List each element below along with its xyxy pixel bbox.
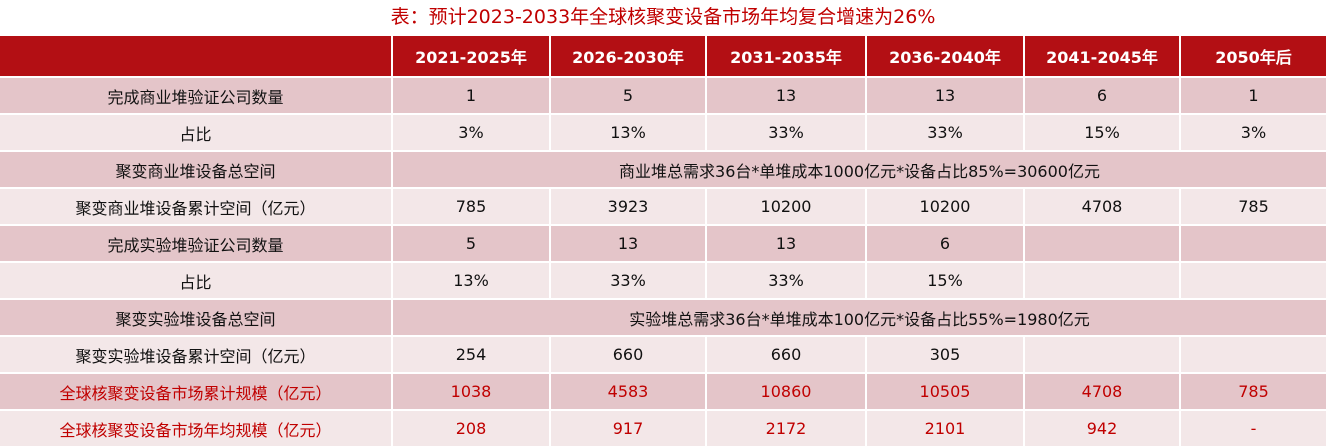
table-cell: 15% [1024,113,1181,151]
header-cell-blank [0,36,393,77]
table-row: 聚变实验堆设备累计空间（亿元） 254 660 660 305 [0,335,1326,373]
table-cell: 3% [1180,113,1326,151]
table-cell: 305 [866,335,1025,373]
row-label: 聚变实验堆设备累计空间（亿元） [0,335,393,373]
row-label: 占比 [0,261,393,299]
table-cell: 785 [1180,372,1326,410]
table-cell: 3% [392,113,551,151]
table-row: 聚变商业堆设备累计空间（亿元） 785 3923 10200 10200 470… [0,187,1326,225]
header-cell-2050-later: 2050年后 [1180,36,1326,77]
header-row: 2021-2025年 2026-2030年 2031-2035年 2036-20… [0,36,1326,77]
row-label: 全球核聚变设备市场累计规模（亿元） [0,372,393,410]
table-cell: 10860 [706,372,867,410]
table-cell: 10200 [706,187,867,225]
table-row: 全球核聚变设备市场累计规模（亿元） 1038 4583 10860 10505 … [0,372,1326,410]
table-cell: 3923 [550,187,707,225]
row-label: 聚变实验堆设备总空间 [0,298,393,336]
header-cell-2026-2030: 2026-2030年 [550,36,707,77]
table-cell: 6 [1024,76,1181,114]
table-cell: 660 [550,335,707,373]
table-cell: 4708 [1024,187,1181,225]
table-cell: 2172 [706,409,867,446]
table-cell: 785 [1180,187,1326,225]
table-cell: 5 [550,76,707,114]
table-cell: 4583 [550,372,707,410]
table-cell: 785 [392,187,551,225]
header-cell-2021-2025: 2021-2025年 [392,36,551,77]
table-cell: 13 [866,76,1025,114]
row-label: 完成商业堆验证公司数量 [0,76,393,114]
table-row: 完成商业堆验证公司数量 1 5 13 13 6 1 [0,76,1326,114]
table-cell [1024,335,1181,373]
table-row: 聚变商业堆设备总空间 商业堆总需求36台*单堆成本1000亿元*设备占比85%=… [0,150,1326,188]
page-title: 表：预计2023-2033年全球核聚变设备市场年均复合增速为26% [390,6,936,28]
table-row: 占比 13% 33% 33% 15% [0,261,1326,299]
header-cell-2031-2035: 2031-2035年 [706,36,867,77]
table-row: 聚变实验堆设备总空间 实验堆总需求36台*单堆成本100亿元*设备占比55%=1… [0,298,1326,336]
table-cell [1180,335,1326,373]
table-cell: 13% [550,113,707,151]
table-cell: 1 [392,76,551,114]
row-label: 完成实验堆验证公司数量 [0,224,393,262]
merged-cell: 实验堆总需求36台*单堆成本100亿元*设备占比55%=1980亿元 [392,298,1326,336]
table-cell: 660 [706,335,867,373]
table-cell [1024,261,1181,299]
table-cell [1180,224,1326,262]
merged-cell: 商业堆总需求36台*单堆成本1000亿元*设备占比85%=30600亿元 [392,150,1326,188]
table-row: 占比 3% 13% 33% 33% 15% 3% [0,113,1326,151]
table-cell: 33% [706,113,867,151]
table-row: 完成实验堆验证公司数量 5 13 13 6 [0,224,1326,262]
row-label: 聚变商业堆设备累计空间（亿元） [0,187,393,225]
table-cell: 6 [866,224,1025,262]
table-cell: 1038 [392,372,551,410]
row-label: 全球核聚变设备市场年均规模（亿元） [0,409,393,446]
table-cell: - [1180,409,1326,446]
table-cell: 254 [392,335,551,373]
header-cell-2036-2040: 2036-2040年 [866,36,1025,77]
row-label: 占比 [0,113,393,151]
table-cell [1180,261,1326,299]
table-cell: 942 [1024,409,1181,446]
table-cell: 10505 [866,372,1025,410]
table-cell: 33% [866,113,1025,151]
table-cell: 15% [866,261,1025,299]
table-cell: 33% [706,261,867,299]
table-cell [1024,224,1181,262]
table-cell: 13 [550,224,707,262]
table-cell: 5 [392,224,551,262]
table-cell: 1 [1180,76,1326,114]
table-cell: 208 [392,409,551,446]
table-cell: 33% [550,261,707,299]
table-cell: 10200 [866,187,1025,225]
row-label: 聚变商业堆设备总空间 [0,150,393,188]
table-cell: 13 [706,224,867,262]
table-cell: 2101 [866,409,1025,446]
table-row: 全球核聚变设备市场年均规模（亿元） 208 917 2172 2101 942 … [0,409,1326,446]
header-cell-2041-2045: 2041-2045年 [1024,36,1181,77]
data-table: 2021-2025年 2026-2030年 2031-2035年 2036-20… [0,36,1326,446]
table-cell: 4708 [1024,372,1181,410]
table-cell: 13% [392,261,551,299]
table-cell: 917 [550,409,707,446]
table-cell: 13 [706,76,867,114]
